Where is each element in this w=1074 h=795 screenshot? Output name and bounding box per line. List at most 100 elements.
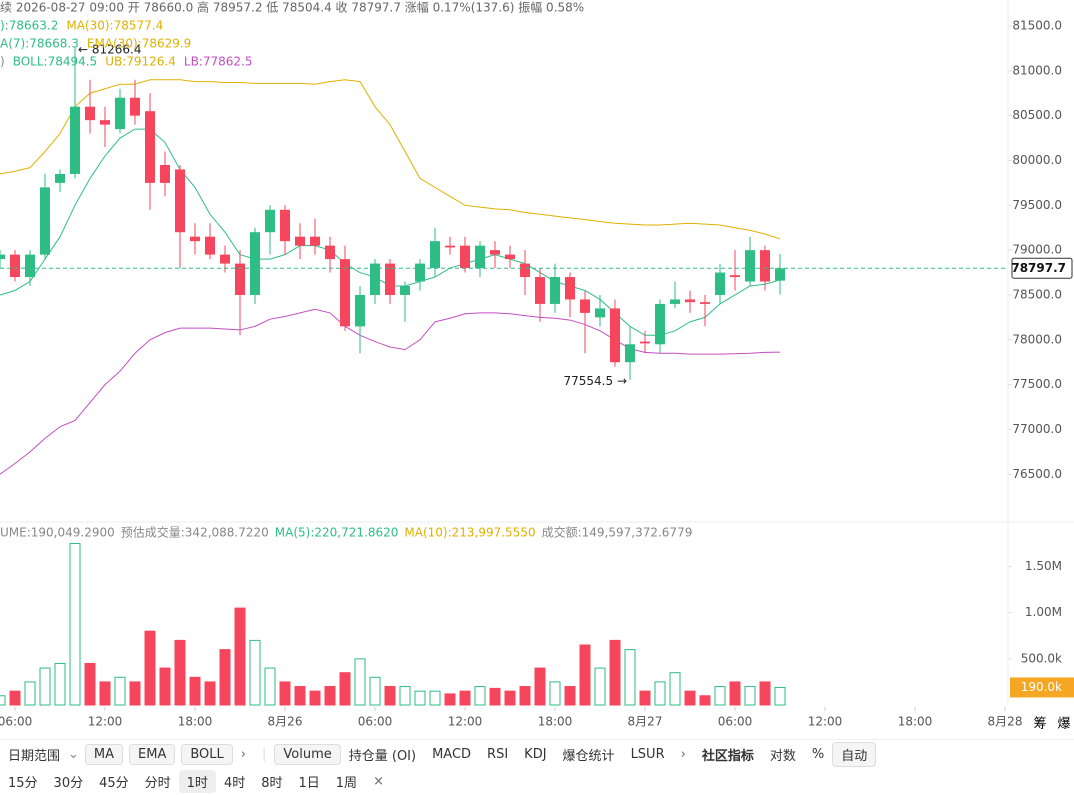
high-annotation: ← 81266.4 <box>78 42 142 56</box>
candle-body <box>115 97 125 130</box>
candle-body <box>715 272 725 295</box>
candle-body <box>340 259 350 327</box>
candle-body <box>0 254 5 260</box>
indicator-line <box>0 79 781 240</box>
interval[interactable]: 1周 <box>335 776 358 791</box>
tab[interactable]: 社区指标 <box>701 748 754 764</box>
x-tick-label: 12:00 <box>88 715 123 729</box>
candle-body <box>250 232 260 295</box>
volume-bar <box>444 693 456 706</box>
legend-item: EMA(30):78629.9 <box>87 37 191 51</box>
y-tick-label: 79000.0 <box>1012 243 1062 257</box>
x-tick-label: 12:00 <box>448 715 483 729</box>
volume-bar <box>174 639 186 706</box>
tab[interactable]: LSUR <box>630 746 665 762</box>
tab[interactable]: Volume <box>274 743 341 765</box>
interval[interactable]: 分时 <box>144 776 171 791</box>
candle-body <box>445 245 455 248</box>
volume-bar <box>279 681 291 706</box>
candle-body <box>580 299 590 313</box>
tab[interactable]: % <box>811 746 825 762</box>
tab[interactable]: MA <box>84 743 124 765</box>
candle-body <box>475 245 485 269</box>
tab[interactable]: 对数 <box>769 748 796 764</box>
interval[interactable]: 8时 <box>261 776 283 791</box>
candle-body <box>355 294 365 327</box>
volume-bar <box>264 667 276 706</box>
x-tick-label: 06:00 <box>718 715 753 729</box>
x-tick-label: 06:00 <box>358 715 393 729</box>
y-tick-label: 80500.0 <box>1012 108 1062 122</box>
y-tick-label: 76500.0 <box>1012 467 1062 481</box>
candle-body <box>175 169 185 233</box>
volume-bar <box>384 686 396 706</box>
volume-bar <box>114 676 126 706</box>
candle-body <box>640 341 650 344</box>
volume-bar <box>294 686 306 706</box>
volume-legend-item: UME:190,049.2900 <box>0 526 115 540</box>
candle-body <box>160 164 170 183</box>
date-range[interactable]: 日期范围 <box>8 748 61 764</box>
interval[interactable]: 45分 <box>99 776 129 791</box>
volume-bar <box>714 686 726 706</box>
candle-body <box>565 277 575 300</box>
volume-bar <box>339 672 351 706</box>
tab[interactable]: EMA <box>129 743 176 765</box>
interval[interactable]: 1日 <box>298 776 320 791</box>
candle-body <box>100 120 110 125</box>
candle-body <box>730 275 740 278</box>
candle-body <box>520 263 530 278</box>
candle-body <box>550 277 560 304</box>
y-tick-label: 78500.0 <box>1012 287 1062 301</box>
interval[interactable]: 15分 <box>8 776 38 791</box>
volume-bar <box>249 639 261 706</box>
volume-bar <box>654 681 666 706</box>
interval[interactable]: 1时 <box>178 770 216 793</box>
volume-bar <box>324 686 336 706</box>
volume-bar <box>699 695 711 706</box>
volume-bar <box>564 686 576 706</box>
tab[interactable]: 自动 <box>832 741 877 767</box>
tab[interactable]: RSI <box>487 746 509 762</box>
volume-bar <box>39 667 51 706</box>
interval[interactable]: 30分 <box>53 776 84 791</box>
close[interactable]: × <box>373 774 384 789</box>
volume-bar <box>429 690 441 706</box>
volume-bar <box>189 676 201 706</box>
volume-bar <box>729 681 741 706</box>
tab[interactable]: MACD <box>432 746 472 762</box>
candle-body <box>430 241 440 269</box>
candle-body <box>385 263 395 295</box>
candle-body <box>490 250 500 255</box>
volume-bar <box>684 690 696 706</box>
volume-bar <box>0 695 6 706</box>
legend-item: A(7):78668.3 <box>0 37 79 51</box>
candle-body <box>280 209 290 242</box>
ohlc-header: 续 2026-08-27 09:00 开 78660.0 高 78957.2 低… <box>0 0 584 15</box>
last-volume-box <box>1010 677 1074 698</box>
y-tick-label: 77500.0 <box>1012 377 1062 391</box>
tab[interactable]: 爆仓统计 <box>562 748 615 764</box>
tab[interactable]: BOLL <box>181 743 233 765</box>
volume-bar <box>624 649 636 706</box>
volume-legend-item: MA(5):220,721.8620 <box>275 526 399 540</box>
tab[interactable]: 持仓量 (OI) <box>348 748 417 764</box>
last-price-label: 78797.7 <box>1011 261 1066 275</box>
legend-item: ):78663.2 <box>0 19 58 33</box>
candle-body <box>295 236 305 246</box>
legend-item: MA(30):78577.4 <box>66 19 163 33</box>
axes: 续 2026-08-27 09:00 开 78660.0 高 78957.2 低… <box>0 0 1074 729</box>
volume-bar <box>309 690 321 706</box>
volume-bar <box>354 658 366 706</box>
candle-body <box>400 286 410 295</box>
candle-body <box>235 263 245 295</box>
volume-bar <box>774 686 786 706</box>
legend-item: BOLL:78494.5 <box>13 55 98 69</box>
tab[interactable]: KDJ <box>524 746 547 762</box>
chart: ← 81266.4 77554.5 → 续 2026-08-27 09:00 开 … <box>0 0 1074 732</box>
interval[interactable]: 4时 <box>223 776 246 791</box>
volume-bar <box>459 690 471 706</box>
candle-body <box>700 302 710 304</box>
x-tick-label: 12:00 <box>808 715 843 729</box>
